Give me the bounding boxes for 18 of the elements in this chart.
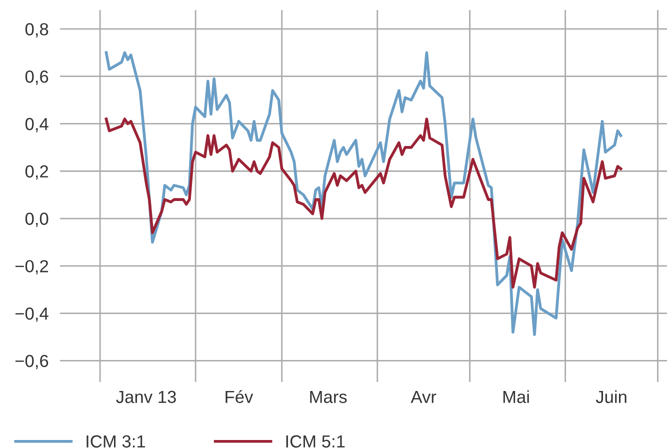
- y-tick-label: 0,4: [25, 118, 48, 132]
- y-tick-label: 0,6: [25, 70, 48, 85]
- x-tick-label: Fév: [226, 390, 254, 404]
- x-tick-label: Mars: [310, 390, 347, 404]
- x-tick-label: Avr: [410, 390, 436, 403]
- y-tick-label: −0,2: [15, 260, 48, 274]
- y-tick-label: 0,8: [25, 23, 48, 38]
- line-series: [104, 51, 622, 336]
- line-series: [104, 118, 622, 289]
- x-tick-label: Mai: [503, 390, 529, 404]
- x-tick-label: Juin: [596, 390, 626, 404]
- x-tick-label: Janv 13: [116, 390, 176, 404]
- y-tick-label: 0,0: [25, 212, 48, 228]
- y-tick-label: −0,4: [15, 307, 48, 322]
- legend-label: ICM 5:1: [286, 435, 345, 448]
- y-tick-label: −0,6: [15, 354, 48, 370]
- legend-label: ICM 3:1: [86, 435, 146, 448]
- y-tick-label: 0,2: [25, 165, 48, 180]
